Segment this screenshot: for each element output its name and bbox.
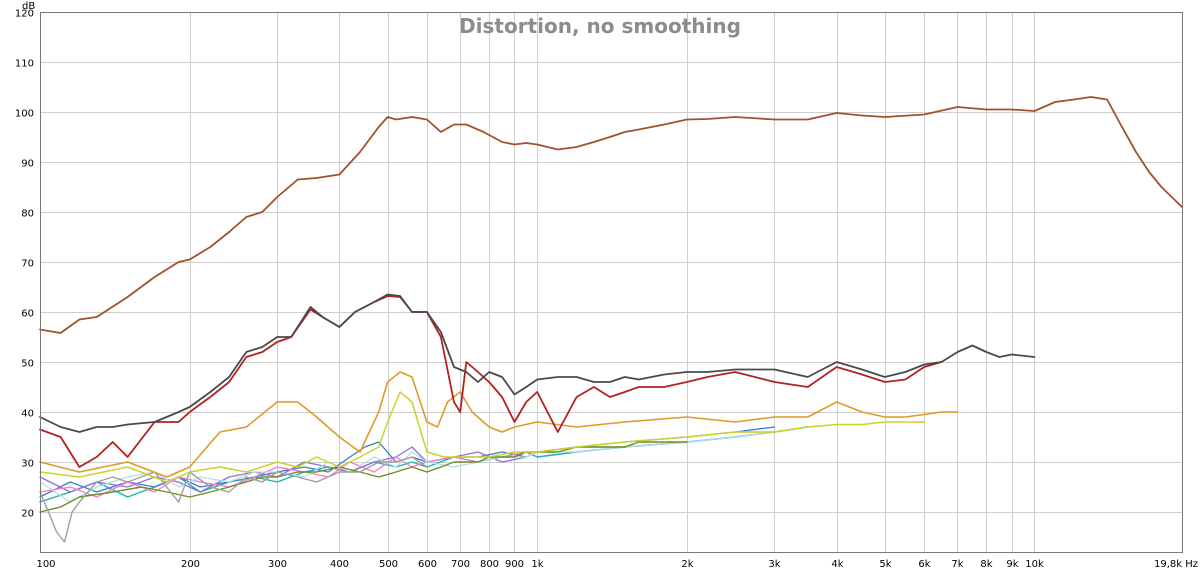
series-line-7 bbox=[39, 441, 688, 513]
x-tick-label: 4k bbox=[831, 559, 843, 570]
y-axis-unit-label: dB bbox=[22, 1, 35, 12]
y-tick-label: 30 bbox=[21, 459, 34, 470]
y-tick-label: 120 bbox=[15, 9, 34, 20]
x-tick-label: 1k bbox=[531, 559, 543, 570]
chart-title: Distortion, no smoothing bbox=[459, 14, 741, 38]
x-tick-label: 3k bbox=[768, 559, 780, 570]
grid-lines bbox=[40, 12, 1182, 552]
x-tick-label: 8k bbox=[980, 559, 992, 570]
plot-frame bbox=[40, 12, 1183, 553]
x-tick-label: 5k bbox=[879, 559, 891, 570]
series-line-3 bbox=[39, 295, 943, 468]
x-tick-label: 100 bbox=[36, 559, 55, 570]
x-tick-label: 700 bbox=[451, 559, 470, 570]
x-tick-label: 2k bbox=[681, 559, 693, 570]
series-line-6 bbox=[39, 456, 428, 543]
x-tick-label: 9k bbox=[1006, 559, 1018, 570]
series-line-2 bbox=[39, 293, 1036, 433]
x-tick-label: 6k bbox=[918, 559, 930, 570]
series-line-1 bbox=[39, 96, 1183, 334]
x-tick-label: 200 bbox=[181, 559, 200, 570]
y-tick-label: 90 bbox=[21, 159, 34, 170]
x-tick-label: 600 bbox=[418, 559, 437, 570]
x-tick-label: 300 bbox=[268, 559, 287, 570]
y-tick-label: 100 bbox=[15, 109, 34, 120]
x-tick-label: 400 bbox=[330, 559, 349, 570]
y-axis-ticks: 20 30 40 50 60 70 80 90 100 110 120 bbox=[15, 9, 34, 520]
y-tick-label: 80 bbox=[21, 209, 34, 220]
x-tick-label: 19,8k Hz bbox=[1154, 559, 1198, 570]
x-tick-label: 10k bbox=[1025, 559, 1044, 570]
x-tick-label: 900 bbox=[505, 559, 524, 570]
x-tick-label: 500 bbox=[379, 559, 398, 570]
y-tick-label: 110 bbox=[15, 59, 34, 70]
y-tick-label: 60 bbox=[21, 309, 34, 320]
x-tick-label: 7k bbox=[951, 559, 963, 570]
y-tick-label: 70 bbox=[21, 259, 34, 270]
series-line-5 bbox=[39, 391, 925, 483]
x-tick-label: 800 bbox=[480, 559, 499, 570]
x-axis-ticks: 100 200 300 400 500 600 700 800 900 1k 2k 3k 4k 5k 6k 7… bbox=[36, 559, 1198, 570]
y-tick-label: 20 bbox=[21, 509, 34, 520]
y-tick-label: 40 bbox=[21, 409, 34, 420]
y-tick-label: 50 bbox=[21, 359, 34, 370]
series-lines bbox=[39, 96, 1183, 543]
